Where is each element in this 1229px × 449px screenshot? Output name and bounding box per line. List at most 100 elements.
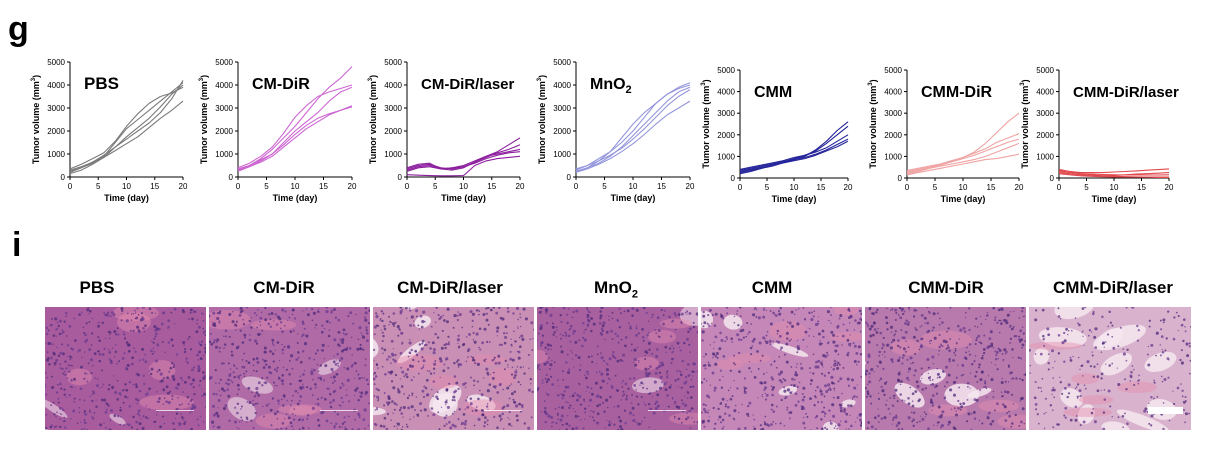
chart-title: MnO2 — [590, 76, 632, 96]
y-tick-label: 0 — [229, 173, 234, 182]
series-line-5 — [575, 100, 691, 173]
y-axis-label: Tumor volume (mm3) — [1020, 79, 1030, 168]
y-tick-label: 3000 — [1036, 109, 1054, 118]
series-line-2 — [69, 86, 184, 170]
chart-title-main: PBS — [84, 74, 119, 93]
scale-bar — [648, 410, 686, 411]
y-axis-label: Tumor volume (mm3) — [31, 75, 41, 164]
y-axis-label-end: ) — [199, 75, 209, 78]
series-line-4 — [575, 89, 691, 170]
y-tick-label: 5000 — [215, 58, 233, 67]
y-tick-label: 4000 — [884, 88, 902, 97]
y-tick-label: 4000 — [553, 81, 571, 90]
panel-letter-g: g — [8, 10, 29, 48]
histology-title-main: PBS — [79, 278, 115, 297]
chart-title-main: CMM — [754, 84, 792, 101]
histology-image-4 — [537, 307, 698, 430]
y-tick-label: 2000 — [717, 131, 735, 140]
series-line-5 — [906, 153, 1020, 176]
y-tick-label: 4000 — [717, 88, 735, 97]
y-tick-label: 1000 — [1036, 152, 1054, 161]
x-tick-label: 0 — [574, 182, 579, 191]
histology-image-2 — [209, 307, 370, 430]
chart-title-sub: 2 — [626, 84, 632, 96]
chart-title: CMM-DiR/laser — [1073, 84, 1179, 101]
y-axis-label-sup: 3 — [199, 77, 205, 81]
y-axis-label-sup: 3 — [537, 77, 543, 81]
x-tick-label: 5 — [602, 182, 607, 191]
y-axis-label: Tumor volume (mm3) — [701, 79, 711, 168]
series-line-2 — [575, 84, 691, 171]
x-tick-label: 0 — [738, 183, 743, 192]
x-tick-label: 15 — [319, 182, 328, 191]
x-tick-label: 0 — [1057, 183, 1062, 192]
histology-title-6: CMM-DiR — [866, 278, 1026, 298]
histology-title-sub: 2 — [631, 288, 638, 301]
x-tick-label: 15 — [987, 183, 996, 192]
series-line-2 — [1058, 172, 1170, 177]
y-tick-label: 4000 — [215, 81, 233, 90]
x-tick-label: 10 — [291, 182, 300, 191]
y-axis-label-main: Tumor volume (mm — [701, 86, 711, 169]
y-tick-label: 2000 — [215, 127, 233, 136]
y-tick-label: 4000 — [47, 81, 65, 90]
x-tick-label: 10 — [629, 182, 638, 191]
series-line-2 — [237, 84, 353, 169]
y-tick-label: 5000 — [717, 66, 735, 75]
y-tick-label: 0 — [567, 173, 572, 182]
y-tick-label: 3000 — [47, 104, 65, 113]
y-axis-label-sup: 3 — [1020, 82, 1026, 86]
y-tick-label: 4000 — [384, 81, 402, 90]
y-tick-label: 5000 — [384, 58, 402, 67]
histology-title-main: CM-DiR — [253, 278, 315, 297]
chart-4: 0 1000 2000 3000 4000 5000 0 5 10 15 20 Time (day) T… — [537, 58, 695, 203]
y-tick-label: 1000 — [884, 152, 902, 161]
series-line-4 — [906, 142, 1020, 174]
series-line-4 — [69, 80, 184, 172]
y-axis-label-main: Tumor volume (mm — [368, 81, 378, 164]
histology-title-main: CMM-DiR — [908, 278, 984, 297]
x-tick-label: 5 — [1084, 183, 1089, 192]
y-axis-label-end: ) — [1020, 79, 1030, 82]
y-tick-label: 3000 — [384, 104, 402, 113]
chart-7: 0 1000 2000 3000 4000 5000 0 5 10 15 20 Time (day) T… — [1020, 66, 1179, 204]
histology-title-4: MnO2 — [536, 278, 696, 300]
chart-title-main: CMM-DiR/laser — [1073, 84, 1179, 101]
chart-title-main: MnO — [590, 76, 626, 93]
x-tick-label: 0 — [905, 183, 910, 192]
scale-bar — [484, 410, 522, 411]
y-axis-label-end: ) — [31, 75, 41, 78]
histology-title-3: CM-DiR/laser — [370, 278, 530, 298]
x-axis-label: Time (day) — [273, 193, 318, 203]
x-tick-label: 15 — [487, 182, 496, 191]
x-tick-label: 10 — [1110, 183, 1119, 192]
series-line-5 — [739, 140, 849, 175]
y-axis-label-main: Tumor volume (mm — [199, 81, 209, 164]
y-tick-label: 3000 — [884, 109, 902, 118]
x-axis-label: Time (day) — [1092, 194, 1137, 204]
x-tick-label: 5 — [933, 183, 938, 192]
series-line-1 — [406, 137, 521, 170]
y-tick-label: 2000 — [47, 127, 65, 136]
series-line-3 — [575, 86, 691, 172]
chart-title: CM-DiR — [252, 76, 310, 93]
y-tick-label: 5000 — [1036, 66, 1054, 75]
y-axis-label-main: Tumor volume (mm — [537, 81, 547, 164]
chart-6: 0 1000 2000 3000 4000 5000 0 5 10 15 20 Time (day) T… — [868, 66, 1024, 204]
x-axis-label: Time (day) — [104, 193, 149, 203]
histology-title-7: CMM-DiR/laser — [1033, 278, 1193, 298]
y-tick-label: 0 — [398, 173, 403, 182]
chart-5: 0 1000 2000 3000 4000 5000 0 5 10 15 20 Time (day) T… — [701, 66, 853, 204]
x-tick-label: 20 — [844, 183, 853, 192]
series-line-3 — [237, 86, 353, 172]
series-line-5 — [406, 155, 521, 177]
y-axis-label-end: ) — [537, 75, 547, 78]
y-axis-label: Tumor volume (mm3) — [537, 75, 547, 164]
x-tick-label: 20 — [1165, 183, 1174, 192]
x-axis-label: Time (day) — [772, 194, 817, 204]
y-axis-label-end: ) — [368, 75, 378, 78]
series-line-1 — [69, 82, 184, 173]
y-tick-label: 1000 — [553, 150, 571, 159]
histology-image-3 — [373, 307, 534, 430]
